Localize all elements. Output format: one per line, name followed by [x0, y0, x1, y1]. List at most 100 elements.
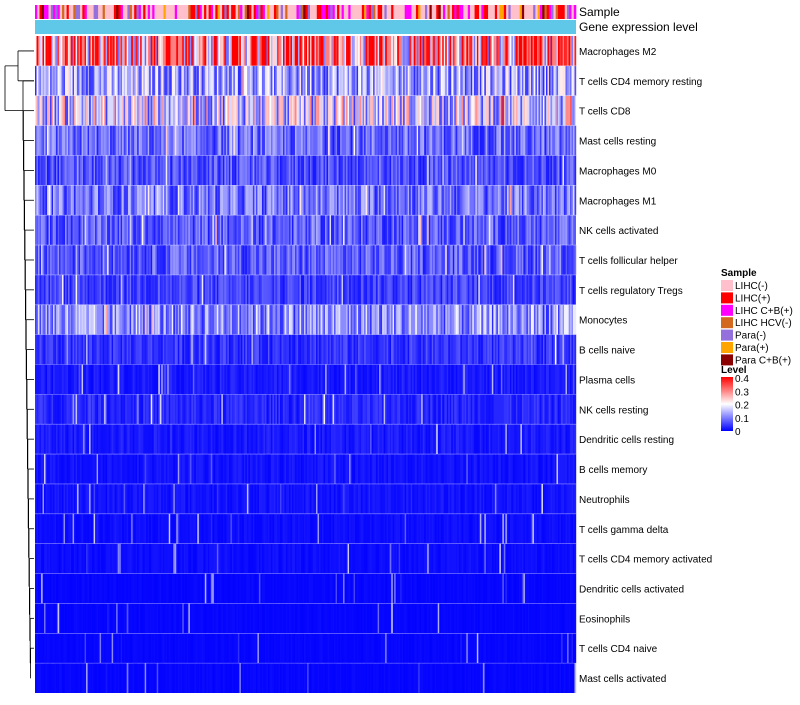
heatmap-cell [415, 215, 417, 245]
heatmap-cell [59, 394, 61, 424]
heatmap-cell [179, 424, 181, 454]
heatmap-cell [457, 424, 459, 454]
heatmap-cell [65, 424, 67, 454]
heatmap-cell [568, 424, 570, 454]
heatmap-cell [277, 36, 279, 66]
heatmap-cell [315, 335, 317, 365]
heatmap-cell [97, 454, 99, 484]
heatmap-cell [519, 424, 521, 454]
heatmap-cell [451, 394, 453, 424]
heatmap-cell [507, 126, 509, 156]
heatmap-cell [239, 245, 241, 275]
sample-annotation-cell [265, 5, 268, 19]
heatmap-cell [367, 365, 369, 395]
heatmap-cell [49, 155, 51, 185]
heatmap-cell [281, 96, 283, 126]
heatmap-cell [226, 185, 228, 215]
heatmap-cell [483, 484, 485, 514]
heatmap-cell [555, 126, 557, 156]
heatmap-cell [393, 215, 395, 245]
heatmap-cell [379, 394, 381, 424]
heatmap-cell [442, 96, 444, 126]
heatmap-cell [130, 484, 132, 514]
heatmap-cell [564, 185, 566, 215]
heatmap-cell [35, 454, 37, 484]
heatmap-cell [226, 36, 228, 66]
heatmap-cell [556, 96, 558, 126]
heatmap-cell [559, 66, 561, 96]
heatmap-cell [540, 155, 542, 185]
heatmap-cell [486, 245, 488, 275]
heatmap-cell [226, 275, 228, 305]
heatmap-cell [348, 245, 350, 275]
heatmap-cell [520, 335, 522, 365]
heatmap-cell [89, 335, 91, 365]
heatmap-cell [176, 215, 178, 245]
heatmap-cell [454, 275, 456, 305]
heatmap-cell [131, 335, 133, 365]
sample-annotation-cell [443, 5, 446, 19]
heatmap-cell [163, 215, 165, 245]
heatmap-cell [41, 305, 43, 335]
heatmap-cell [46, 305, 48, 335]
sample-annotation-cell [335, 5, 338, 19]
heatmap-cell [487, 484, 489, 514]
heatmap-cell [409, 484, 411, 514]
heatmap-cell [64, 275, 66, 305]
heatmap-cell [378, 335, 380, 365]
heatmap-cell [403, 484, 405, 514]
heatmap-cell [370, 215, 372, 245]
heatmap-cell [214, 185, 216, 215]
heatmap-cell [406, 484, 408, 514]
heatmap-cell [227, 454, 229, 484]
sample-annotation-cell [130, 5, 133, 19]
heatmap-cell [155, 365, 157, 395]
heatmap-cell [454, 245, 456, 275]
heatmap-cell [64, 66, 66, 96]
heatmap-cell [58, 394, 60, 424]
heatmap-cell [418, 96, 420, 126]
heatmap-cell [481, 155, 483, 185]
heatmap-cell [121, 365, 123, 395]
heatmap-cell [289, 424, 291, 454]
heatmap-cell [559, 36, 561, 66]
heatmap-cell [91, 305, 93, 335]
heatmap-cell [549, 335, 551, 365]
heatmap-cell [343, 484, 345, 514]
heatmap-cell [230, 275, 232, 305]
heatmap-cell [98, 185, 100, 215]
heatmap-cell [324, 185, 326, 215]
heatmap-cell [272, 454, 274, 484]
heatmap-cell [109, 394, 111, 424]
heatmap-cell [274, 394, 276, 424]
heatmap-cell [409, 155, 411, 185]
heatmap-cell [538, 66, 540, 96]
heatmap-cell [480, 66, 482, 96]
heatmap-cell [508, 365, 510, 395]
heatmap-cell [517, 185, 519, 215]
heatmap-cell [227, 155, 229, 185]
heatmap-cell [550, 155, 552, 185]
heatmap-cell [537, 126, 539, 156]
heatmap-cell [327, 96, 329, 126]
heatmap-cell [238, 126, 240, 156]
heatmap-cell [480, 185, 482, 215]
heatmap-cell [160, 96, 162, 126]
heatmap-cell [562, 245, 564, 275]
sample-annotation-cell [319, 5, 322, 19]
heatmap-cell [472, 394, 474, 424]
heatmap-cell [423, 215, 425, 245]
heatmap-cell [319, 335, 321, 365]
heatmap-cell [475, 215, 477, 245]
heatmap-cell [324, 484, 326, 514]
heatmap-cell [263, 126, 265, 156]
heatmap-cell [62, 155, 64, 185]
heatmap-cell [495, 66, 497, 96]
heatmap-cell [537, 394, 539, 424]
heatmap-cell [327, 126, 329, 156]
heatmap-cell [188, 96, 190, 126]
heatmap-cell [406, 424, 408, 454]
heatmap-cell [82, 305, 84, 335]
heatmap-cell [525, 96, 527, 126]
heatmap-cell [92, 36, 94, 66]
